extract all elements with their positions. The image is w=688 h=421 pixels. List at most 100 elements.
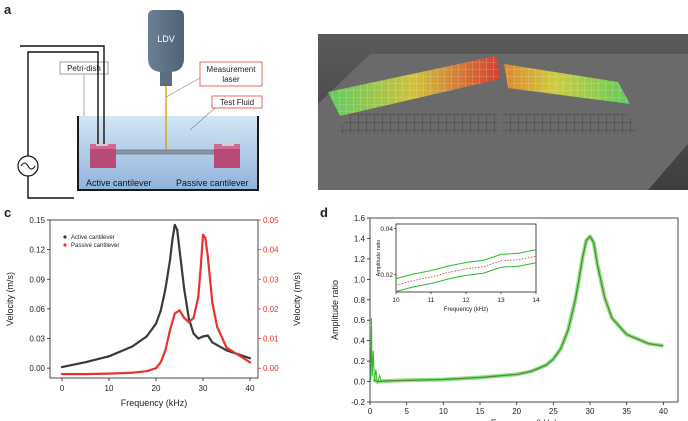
y-right-tick-label: 0.01 bbox=[263, 335, 279, 344]
data-point bbox=[84, 361, 87, 364]
y-tick-label: 0.4 bbox=[354, 337, 366, 346]
inset-x-tick-label: 12 bbox=[462, 297, 470, 304]
panel-letter-c: c bbox=[4, 205, 12, 220]
x-tick-label: 40 bbox=[659, 407, 668, 416]
data-point bbox=[192, 332, 195, 335]
x-tick-label: 35 bbox=[622, 407, 631, 416]
y-tick-label: 0.09 bbox=[29, 275, 45, 284]
legend-entry: Passive cantilever bbox=[71, 243, 119, 249]
low-frequency-noise bbox=[370, 318, 383, 384]
passive-cantilever-label: Passive cantilever bbox=[176, 178, 249, 188]
y-right-tick-label: 0.05 bbox=[263, 216, 279, 225]
data-point bbox=[248, 361, 252, 364]
petri-dish bbox=[77, 116, 259, 191]
legend-marker bbox=[63, 243, 67, 247]
data-point bbox=[60, 366, 64, 369]
y-tick-label: 0.12 bbox=[29, 246, 45, 255]
amplitude-mean-line bbox=[373, 236, 664, 382]
x-tick-label: 20 bbox=[512, 407, 521, 416]
data-point bbox=[164, 288, 167, 291]
active-cantilever-block bbox=[90, 142, 116, 168]
data-point bbox=[159, 361, 162, 364]
plot-frame bbox=[49, 219, 259, 379]
data-point bbox=[187, 321, 190, 324]
inset-x-tick-label: 14 bbox=[532, 297, 540, 304]
inset-frame bbox=[395, 223, 537, 293]
y-right-tick-label: 0.02 bbox=[263, 305, 279, 314]
inset-x-tick-label: 13 bbox=[497, 297, 505, 304]
substrate-grid-right bbox=[503, 114, 638, 134]
ldv-label: LDV bbox=[157, 34, 175, 44]
x-tick-label: 10 bbox=[439, 407, 448, 416]
inset-x-tick-label: 11 bbox=[428, 297, 435, 304]
inset-y-tick-label: 0.04 bbox=[380, 226, 393, 233]
data-point bbox=[192, 316, 195, 319]
measurement-laser-box bbox=[199, 61, 263, 87]
plot-frame bbox=[369, 217, 679, 403]
y-right-tick-label: 0.04 bbox=[263, 246, 279, 255]
legend-marker bbox=[63, 235, 67, 239]
schematic-diagram: LDV Measurement laser Test Fluid Petri-d… bbox=[17, 10, 263, 199]
y-tick-label: 1.4 bbox=[354, 234, 366, 243]
data-point bbox=[183, 316, 186, 319]
x-tick-label: 30 bbox=[586, 407, 595, 416]
data-point bbox=[225, 346, 228, 349]
data-point bbox=[201, 335, 205, 338]
data-point bbox=[187, 317, 190, 320]
data-point bbox=[107, 372, 111, 375]
y-axis-label: Velocity (m/s) bbox=[5, 272, 15, 326]
x-tick-label: 10 bbox=[105, 384, 114, 393]
measurement-laser-label-1: Measurement bbox=[207, 65, 257, 74]
ac-source-icon bbox=[17, 155, 39, 177]
fluid-callout-line bbox=[189, 107, 216, 131]
x-tick-label: 30 bbox=[199, 384, 208, 393]
y-tick-label: -0.2 bbox=[351, 398, 365, 407]
y-tick-label: 0.06 bbox=[29, 305, 45, 314]
data-point bbox=[164, 349, 167, 352]
y-tick-label: 0.00 bbox=[29, 364, 45, 373]
y-right-axis-label: Velocity (m/s) bbox=[292, 272, 302, 326]
y-tick-label: 0.0 bbox=[354, 378, 366, 387]
amplitude-ratio-chart: 0 5 10 15 20 25 30 35 40 -0.2 0.0 0.2 0.4 0.6 0.8 1.0 1.… bbox=[330, 214, 679, 421]
ldv-device: LDV bbox=[148, 10, 184, 86]
data-point bbox=[173, 223, 176, 227]
test-fluid-label: Test Fluid bbox=[220, 98, 254, 107]
y-axis-label: Amplitude ratio bbox=[330, 280, 340, 340]
x-tick-label: 15 bbox=[476, 407, 485, 416]
y-tick-label: 1.0 bbox=[354, 275, 366, 284]
y-tick-label: 1.2 bbox=[354, 255, 366, 264]
inset-mean-line bbox=[395, 255, 537, 286]
y-tick-label: 0.2 bbox=[354, 357, 366, 366]
inset-y-tick-label: 0.02 bbox=[380, 272, 393, 279]
measurement-laser-label-2: laser bbox=[222, 75, 240, 84]
data-point bbox=[169, 258, 172, 261]
x-axis-label: Frequency (kHz) bbox=[491, 418, 558, 421]
data-point bbox=[204, 236, 207, 239]
data-point bbox=[84, 373, 87, 376]
y-tick-label: 0.6 bbox=[354, 316, 366, 325]
data-point bbox=[154, 367, 158, 370]
y-right-tick-label: 0.03 bbox=[263, 275, 279, 284]
data-point bbox=[206, 254, 209, 257]
data-point bbox=[159, 309, 162, 312]
simulation-render bbox=[318, 34, 688, 190]
data-point bbox=[171, 238, 174, 241]
petri-dish-label: Petri-dish bbox=[67, 64, 101, 73]
data-point bbox=[197, 295, 200, 299]
inset-x-tick-label: 10 bbox=[392, 297, 400, 304]
x-tick-label: 0 bbox=[60, 384, 65, 393]
x-tick-label: 40 bbox=[246, 384, 255, 393]
signal-wires bbox=[20, 45, 105, 199]
data-point bbox=[131, 345, 134, 348]
data-point bbox=[145, 335, 148, 338]
data-point bbox=[169, 328, 172, 331]
substrate-grid bbox=[338, 114, 498, 134]
x-tick-label: 5 bbox=[404, 407, 409, 416]
y-right-tick-label: 0.00 bbox=[263, 364, 279, 373]
data-point bbox=[216, 325, 219, 328]
data-point bbox=[248, 357, 252, 360]
data-point bbox=[107, 355, 111, 358]
data-point bbox=[131, 371, 134, 374]
laser-callout-line bbox=[165, 77, 201, 98]
data-point bbox=[206, 334, 209, 337]
